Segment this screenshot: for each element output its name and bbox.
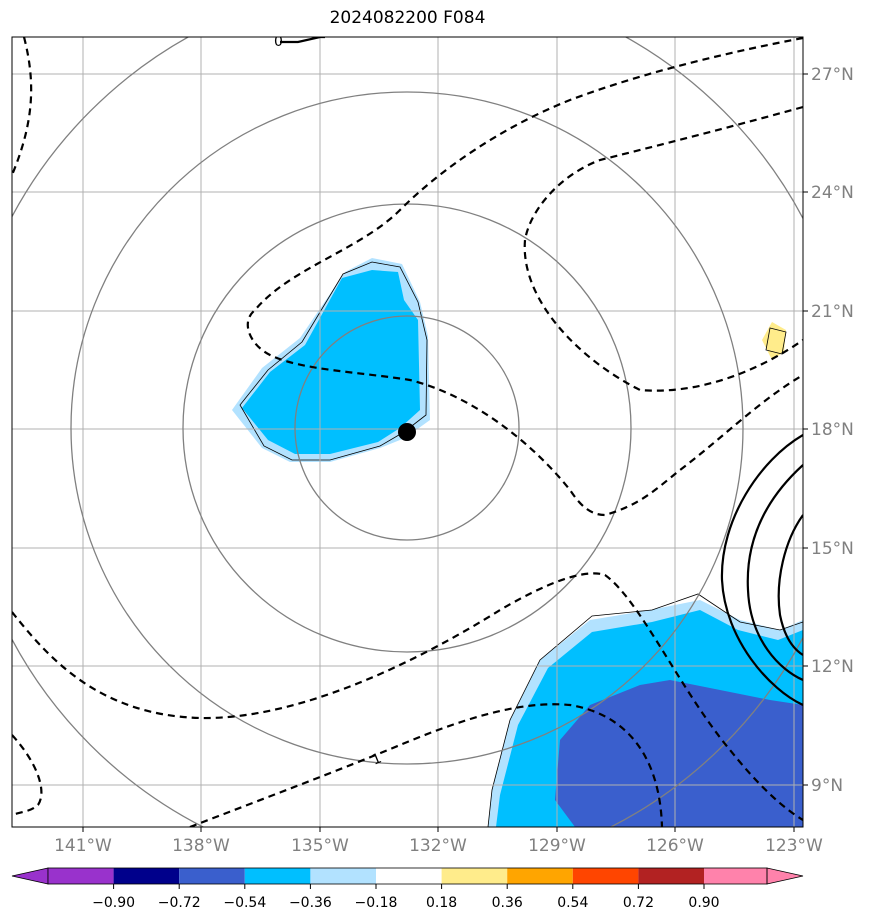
- dashed-contours: [12, 37, 803, 827]
- map-frame: [11, 36, 804, 828]
- lat-label-24n: 24°N: [811, 183, 854, 203]
- colorbar-bin-6: [376, 868, 442, 884]
- colorbar-tick-2: −0.72: [158, 895, 201, 911]
- contour-thin-north: [239, 261, 428, 461]
- lon-label-129w: 129°W: [528, 836, 586, 856]
- colorbar-extend-low: [11, 867, 49, 885]
- colorbar-bin-8: [507, 868, 573, 884]
- colorbar-bin-4: [244, 868, 311, 884]
- solid-contours: [280, 37, 803, 707]
- lon-label-138w: 138°W: [172, 836, 230, 856]
- colorbar-frame: [47, 867, 768, 885]
- lon-label-123w: 123°W: [765, 836, 823, 856]
- colorbar-tick-7: 0.36: [492, 895, 523, 911]
- lat-label-15n: 15°N: [811, 539, 854, 559]
- shaded-region-blue-north: [242, 270, 420, 454]
- colorbar-tick-9: 0.72: [623, 895, 654, 911]
- lon-label-126w: 126°W: [646, 836, 704, 856]
- colorbar-tick-1: −0.90: [92, 895, 135, 911]
- contour-thin-south: [487, 593, 803, 827]
- lat-label-12n: 12°N: [811, 657, 854, 677]
- lon-label-132w: 132°W: [409, 836, 467, 856]
- colorbar-bin-3: [179, 868, 245, 884]
- shaded-region-dark-blue-south: [555, 680, 803, 827]
- colorbar-tick-10: 0.90: [688, 895, 719, 911]
- lon-label-141w: 141°W: [54, 836, 112, 856]
- colorbar-bin-9: [572, 868, 639, 884]
- colorbar-bin-5: [310, 868, 376, 884]
- colorbar-tick-5: −0.18: [355, 895, 398, 911]
- colorbar-bin-7: [441, 868, 508, 884]
- contour-thin-east: [765, 327, 787, 355]
- lat-label-27n: 27°N: [811, 65, 854, 85]
- colorbar-tick-8: 0.54: [557, 895, 588, 911]
- colorbar: −0.90 −0.72 −0.54 −0.36 −0.18 0.18 0.36 …: [11, 867, 804, 911]
- map-title: 2024082200 F084: [329, 8, 486, 28]
- colorbar-bin-2: [113, 868, 180, 884]
- axis-ticks: [82, 73, 808, 832]
- colorbar-extend-high: [766, 867, 804, 885]
- colorbar-tick-6: 0.18: [426, 895, 457, 911]
- lat-label-9n: 9°N: [811, 776, 843, 796]
- storm-center-marker: [398, 423, 416, 441]
- lon-label-135w: 135°W: [291, 836, 349, 856]
- colorbar-bin-11: [704, 868, 767, 884]
- lat-label-18n: 18°N: [811, 420, 854, 440]
- contour-label-0: 0: [274, 34, 283, 50]
- colorbar-bin-10: [638, 868, 704, 884]
- colorbar-tick-4: −0.36: [289, 895, 332, 911]
- lat-label-21n: 21°N: [811, 302, 854, 322]
- shaded-region-yellow-east: [762, 322, 786, 360]
- colorbar-tick-3: −0.54: [223, 895, 266, 911]
- colorbar-bin-1: [48, 868, 114, 884]
